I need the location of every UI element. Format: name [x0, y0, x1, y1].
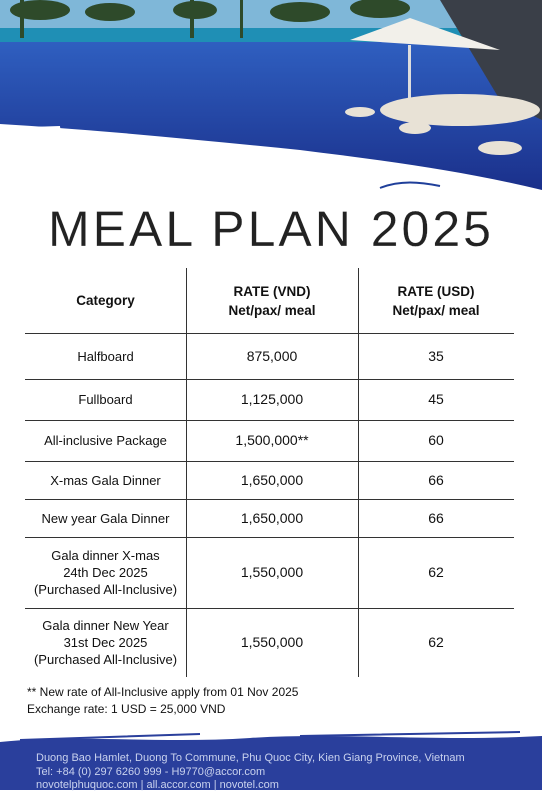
- cell-line: 1,500,000**: [235, 432, 309, 448]
- row-divider: [25, 461, 514, 462]
- title: MEAL PLAN 2025: [48, 201, 494, 257]
- cell-line: (Purchased All-Inclusive): [33, 652, 178, 667]
- meal-table: Category RATE (VND) Net/pax/ meal RATE (USD…: [25, 268, 514, 677]
- row-divider: [25, 499, 514, 500]
- cell-line: 1,550,000: [240, 564, 304, 580]
- table-cell: 1,650,000: [186, 461, 358, 499]
- table-cell: 45: [358, 379, 514, 420]
- table-cell: 62: [358, 608, 514, 677]
- col-divider: [186, 268, 187, 677]
- cell-line: Gala dinner X-mas: [51, 548, 160, 563]
- table-cell: 1,500,000**: [186, 420, 358, 461]
- cell-line: Fullboard: [78, 392, 133, 407]
- cell-line: Halfboard: [77, 348, 134, 364]
- cell-line: Net/pax/ meal: [392, 302, 480, 318]
- footer-band: [0, 731, 542, 790]
- cell-line: 875,000: [246, 347, 298, 364]
- header-cell: RATE (VND) Net/pax/ meal: [186, 268, 358, 333]
- cell-line: Category: [76, 293, 135, 308]
- cell-line: RATE (USD): [397, 283, 475, 299]
- table-cell: 66: [358, 499, 514, 537]
- table-cell: 60: [358, 420, 514, 461]
- row-divider: [25, 608, 514, 609]
- cell-line: 1,550,000: [240, 634, 304, 650]
- cell-line: RATE (VND): [233, 283, 311, 299]
- footer-line: novotelphuquoc.com | all.accor.com | nov…: [36, 779, 279, 791]
- table-cell: Gala dinner X-mas 24th Dec 2025 (Purchased…: [25, 537, 186, 608]
- note: ** New rate of All-Inclusive apply from …: [27, 685, 299, 699]
- footer-text: Duong Bao Hamlet, Duong To Commune, Phu …: [36, 752, 465, 793]
- cell-line: X-mas Gala Dinner: [50, 472, 161, 488]
- table-cell: 1,550,000: [186, 537, 358, 608]
- header-cell: Category: [25, 268, 186, 333]
- cell-line: 66: [428, 509, 444, 526]
- row-divider: [25, 420, 514, 421]
- table-cell: 875,000: [186, 333, 358, 379]
- cell-line: 1,125,000: [240, 391, 304, 407]
- table-cell: 1,550,000: [186, 608, 358, 677]
- cell-line: 1,650,000: [240, 509, 304, 526]
- cell-line: 35: [428, 347, 444, 364]
- table-cell: 1,125,000: [186, 379, 358, 420]
- cell-line: Net/pax/ meal: [228, 302, 316, 318]
- col-divider: [358, 268, 359, 677]
- hero-image: [0, 0, 542, 200]
- footer-line: Duong Bao Hamlet, Duong To Commune, Phu …: [36, 752, 465, 764]
- table-cell: 35: [358, 333, 514, 379]
- table-cell: Fullboard: [25, 379, 186, 420]
- table-cell: Gala dinner New Year 31st Dec 2025 (Purcha…: [25, 608, 186, 677]
- table-cell: New year Gala Dinner: [25, 499, 186, 537]
- cell-line: 60: [428, 432, 444, 448]
- cell-line: (Purchased All-Inclusive): [33, 582, 178, 597]
- cell-line: 62: [428, 634, 444, 650]
- footer-line: Tel: +84 (0) 297 6260 999 - H9770@accor.…: [36, 765, 266, 778]
- table-cell: X-mas Gala Dinner: [25, 461, 186, 499]
- cell-line: 1,650,000: [240, 471, 304, 488]
- table-cell: 1,650,000: [186, 499, 358, 537]
- cell-line: 24th Dec 2025: [63, 565, 148, 580]
- cell-line: 66: [428, 471, 444, 488]
- header-cell: RATE (USD) Net/pax/ meal: [358, 268, 514, 333]
- table-cell: All-inclusive Package: [25, 420, 186, 461]
- table-cell: 62: [358, 537, 514, 608]
- table-cell: Halfboard: [25, 333, 186, 379]
- note: Exchange rate: 1 USD = 25,000 VND: [27, 702, 226, 716]
- cell-line: 45: [428, 391, 444, 407]
- cell-line: New year Gala Dinner: [41, 510, 170, 526]
- notes: ** New rate of All-Inclusive apply from …: [27, 684, 298, 718]
- cell-line: 62: [428, 564, 444, 580]
- cell-line: All-inclusive Package: [44, 433, 167, 448]
- cell-line: Gala dinner New Year: [42, 618, 169, 633]
- row-divider: [25, 537, 514, 538]
- row-divider: [25, 379, 514, 380]
- cell-line: 31st Dec 2025: [63, 635, 148, 650]
- row-divider: [25, 333, 514, 334]
- table-cell: 66: [358, 461, 514, 499]
